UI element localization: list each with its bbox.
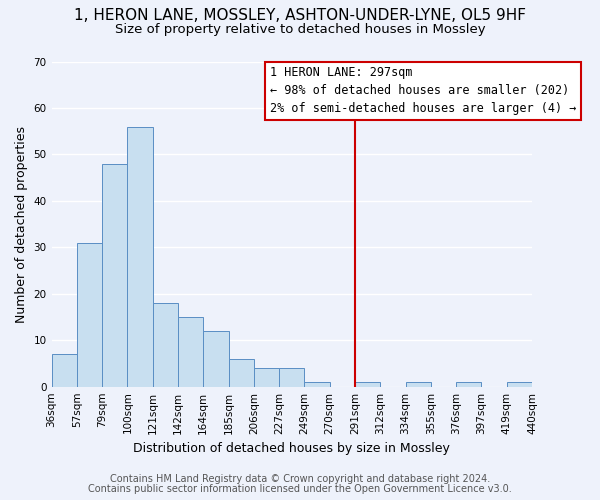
Bar [153, 303, 178, 386]
Text: Size of property relative to detached houses in Mossley: Size of property relative to detached ho… [115, 22, 485, 36]
Bar [203, 331, 229, 386]
Bar [406, 382, 431, 386]
Bar [77, 242, 102, 386]
Bar [102, 164, 127, 386]
Text: 1 HERON LANE: 297sqm
← 98% of detached houses are smaller (202)
2% of semi-detac: 1 HERON LANE: 297sqm ← 98% of detached h… [270, 66, 577, 116]
Bar [229, 359, 254, 386]
Y-axis label: Number of detached properties: Number of detached properties [15, 126, 28, 322]
Text: 1, HERON LANE, MOSSLEY, ASHTON-UNDER-LYNE, OL5 9HF: 1, HERON LANE, MOSSLEY, ASHTON-UNDER-LYN… [74, 8, 526, 22]
Bar [127, 126, 153, 386]
Bar [355, 382, 380, 386]
Bar [52, 354, 77, 386]
Bar [304, 382, 330, 386]
Bar [254, 368, 279, 386]
Bar [279, 368, 304, 386]
Text: Contains HM Land Registry data © Crown copyright and database right 2024.: Contains HM Land Registry data © Crown c… [110, 474, 490, 484]
Bar [456, 382, 481, 386]
Text: Contains public sector information licensed under the Open Government Licence v3: Contains public sector information licen… [88, 484, 512, 494]
Bar [178, 317, 203, 386]
X-axis label: Distribution of detached houses by size in Mossley: Distribution of detached houses by size … [133, 442, 450, 455]
Bar [507, 382, 532, 386]
